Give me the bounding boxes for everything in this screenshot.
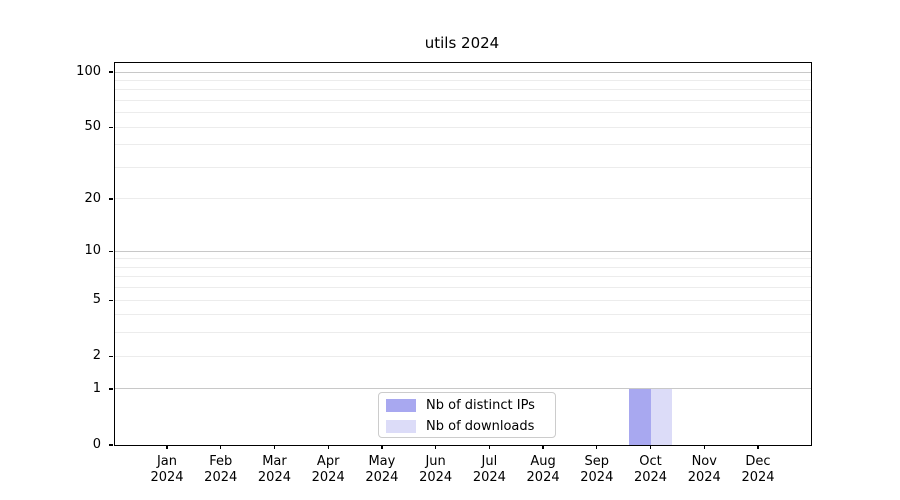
legend-item: Nb of downloads: [386, 420, 555, 433]
gridline-minor: [115, 332, 811, 334]
y-tick-mark: [109, 250, 113, 252]
gridline-minor: [115, 198, 811, 200]
x-tick-month: Aug: [530, 454, 556, 469]
x-tick-label: Jul 2024: [461, 454, 517, 486]
x-tick-label: Jan 2024: [139, 454, 195, 486]
y-tick-mark: [109, 388, 113, 390]
x-tick-month: Jun: [425, 454, 446, 469]
x-tick-month: Mar: [262, 454, 287, 469]
y-tick-label: 2: [92, 348, 101, 364]
x-tick-month: Jan: [156, 454, 178, 469]
gridline-minor: [115, 100, 811, 102]
x-tick-year: 2024: [150, 470, 184, 485]
x-tick-mark: [273, 445, 276, 449]
y-tick-mark: [109, 198, 113, 200]
gridline-minor: [115, 276, 811, 278]
x-tick-month: Feb: [209, 454, 233, 469]
x-tick-mark: [596, 445, 598, 449]
x-tick-month: Apr: [316, 454, 340, 469]
x-tick-label: Jun 2024: [408, 454, 464, 486]
gridline-minor: [115, 144, 811, 146]
x-tick-year: 2024: [741, 470, 775, 485]
x-tick-month: Oct: [639, 454, 662, 469]
x-tick-mark: [381, 445, 383, 449]
plot-area: Nb of distinct IPs Nb of downloads 0 1 2 5 10…: [76, 62, 812, 485]
legend-item-label: Nb of downloads: [426, 419, 535, 434]
x-tick-mark: [542, 445, 544, 449]
y-tick-label: 50: [84, 119, 101, 135]
legend: Nb of distinct IPs Nb of downloads: [378, 392, 556, 438]
x-tick-year: 2024: [204, 470, 238, 485]
y-tick-label: 20: [84, 190, 101, 206]
x-tick-mark: [327, 445, 329, 449]
gridline-major: [115, 71, 811, 73]
x-tick-mark: [220, 445, 222, 449]
x-tick-year: 2024: [472, 470, 506, 485]
x-tick-year: 2024: [419, 470, 453, 485]
legend-item-label: Nb of distinct IPs: [426, 398, 535, 413]
gridline-minor: [115, 79, 811, 81]
legend-swatch: [386, 399, 416, 412]
x-tick-label: May 2024: [354, 454, 410, 486]
x-tick-label: Aug 2024: [515, 454, 571, 486]
x-tick-mark: [649, 445, 652, 449]
x-tick-month: Jul: [481, 454, 498, 469]
x-tick-label: Feb 2024: [193, 454, 249, 486]
gridline-minor: [115, 89, 811, 91]
y-tick-label: 100: [76, 64, 101, 80]
gridline-minor: [115, 299, 811, 301]
y-tick-label: 0: [92, 437, 101, 452]
gridline-major: [115, 250, 811, 252]
x-tick-label: Oct 2024: [623, 454, 679, 486]
gridline-minor: [115, 266, 811, 268]
x-tick-mark: [166, 445, 168, 449]
y-tick-mark: [109, 299, 113, 301]
y-tick-label: 5: [92, 292, 101, 308]
x-tick-year: 2024: [311, 470, 345, 485]
legend-swatch: [386, 420, 416, 433]
y-tick-mark: [109, 71, 113, 73]
x-tick-year: 2024: [687, 470, 721, 485]
x-tick-year: 2024: [257, 470, 291, 485]
y-tick-mark: [109, 355, 113, 357]
x-tick-month: Dec: [745, 454, 771, 469]
x-tick-label: Nov 2024: [676, 454, 732, 486]
x-tick-year: 2024: [633, 470, 668, 485]
y-tick-label: 10: [84, 243, 101, 259]
x-tick-mark: [757, 445, 759, 449]
gridline-major: [115, 388, 811, 390]
bar-distinct-ips: [629, 389, 651, 445]
x-tick-month: Sep: [584, 454, 610, 469]
x-tick-month: May: [368, 454, 396, 469]
gridline-minor: [115, 112, 811, 114]
x-tick-mark: [434, 445, 437, 449]
legend-item: Nb of distinct IPs: [386, 399, 555, 412]
x-tick-label: Dec 2024: [730, 454, 786, 486]
chart-title: utils 2024: [424, 34, 500, 52]
gridline-minor: [115, 126, 811, 128]
x-tick-label: Sep 2024: [569, 454, 625, 486]
x-tick-label: Apr 2024: [300, 454, 356, 486]
x-tick-label: Mar 2024: [246, 454, 302, 486]
bar-downloads: [650, 389, 673, 445]
y-tick-mark: [109, 444, 113, 446]
y-tick-mark: [109, 126, 113, 128]
gridline-minor: [115, 287, 811, 289]
gridline-minor: [115, 314, 811, 316]
gridline-minor: [115, 167, 811, 168]
x-tick-mark: [703, 445, 705, 449]
y-tick-label: 1: [92, 380, 101, 396]
gridline-minor: [115, 258, 811, 260]
x-tick-month: Nov: [691, 454, 717, 469]
x-tick-year: 2024: [526, 470, 560, 485]
x-tick-mark: [488, 445, 490, 449]
gridline-minor: [115, 355, 811, 357]
x-tick-year: 2024: [580, 470, 614, 485]
x-tick-year: 2024: [365, 470, 399, 485]
